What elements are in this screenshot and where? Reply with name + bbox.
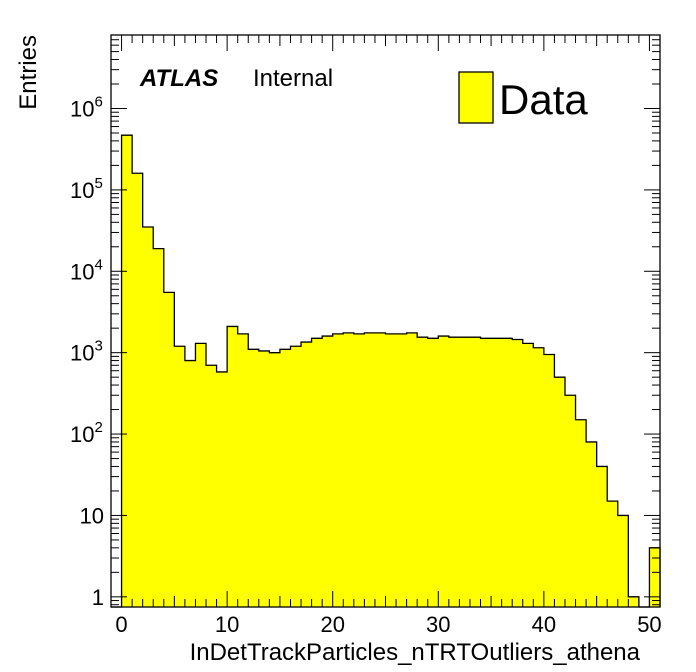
histogram-bar	[121, 135, 133, 607]
plot-frame	[110, 34, 661, 608]
y-tick-label: 104	[70, 256, 103, 284]
histogram-bar	[332, 333, 344, 607]
atlas-label: ATLAS	[139, 65, 218, 92]
histogram-bar	[575, 419, 587, 607]
histogram-bar	[459, 337, 471, 607]
histogram-bar	[343, 332, 355, 607]
histogram-bar	[596, 466, 608, 607]
histogram-bar	[174, 346, 186, 607]
histogram-bar	[364, 332, 376, 607]
histogram-bar	[617, 515, 629, 607]
x-tick-labels: 0 10 20 30 40 50	[115, 612, 661, 637]
histogram-bar	[279, 349, 291, 607]
histogram-bar	[543, 354, 555, 607]
histogram-bar	[353, 333, 365, 607]
histogram-bar	[564, 395, 576, 607]
histogram-bar	[533, 347, 545, 607]
y-tick-label: 105	[70, 175, 103, 203]
bars-group	[121, 135, 661, 608]
histogram-bar	[438, 336, 450, 607]
histogram-bar	[628, 596, 640, 607]
legend-label: Data	[499, 76, 588, 123]
x-tick-label: 50	[637, 612, 661, 637]
y-tick-label: 106	[70, 94, 103, 122]
y-tick-label: 102	[70, 419, 103, 447]
x-axis-title: InDetTrackParticles_nTRTOutliers_athena	[190, 639, 641, 666]
x-tick-label: 10	[215, 612, 239, 637]
histogram-bar	[522, 343, 534, 607]
histogram-bar	[374, 332, 386, 607]
histogram-bar	[607, 501, 619, 607]
histogram-bar	[216, 371, 228, 607]
histogram-bar	[206, 365, 217, 607]
histogram-bar	[142, 226, 154, 608]
y-tick-labels: 1 10 102 103 104 105 106	[70, 94, 104, 610]
histogram-bar	[322, 336, 334, 607]
histogram-bar	[491, 338, 503, 607]
histogram-bar	[554, 377, 566, 607]
histogram-bar	[512, 339, 524, 607]
histogram-bar	[269, 352, 281, 607]
histogram-bar	[469, 337, 481, 607]
x-tick-label: 20	[320, 612, 344, 637]
legend-swatch	[458, 71, 494, 124]
histogram-bar	[258, 350, 270, 607]
y-tick-label: 10	[80, 503, 104, 528]
x-tick-label: 0	[115, 612, 127, 637]
histogram-outline	[111, 134, 661, 608]
x-tick-label: 30	[426, 612, 450, 637]
histogram-bar	[132, 173, 144, 608]
histogram-bar	[427, 338, 439, 607]
histogram-bar	[237, 333, 249, 607]
internal-label: Internal	[253, 65, 333, 92]
histogram-bar	[290, 346, 302, 607]
histogram-bar	[480, 338, 492, 607]
histogram-bar	[448, 337, 460, 607]
histogram-bar	[501, 338, 513, 607]
histogram-bar	[195, 343, 207, 607]
histogram-bar	[311, 338, 323, 607]
histogram-bar	[184, 360, 196, 607]
y-tick-label: 1	[92, 585, 104, 610]
y-axis-title: Entries	[15, 35, 42, 110]
histogram-bar	[163, 292, 175, 607]
histogram-bar	[227, 326, 239, 607]
y-tick-label: 103	[70, 338, 103, 366]
histogram-bar	[248, 349, 260, 607]
histogram-bar	[385, 333, 397, 607]
histogram-bar	[417, 337, 429, 607]
histogram-bar	[396, 333, 408, 607]
axis-ticks	[111, 34, 660, 607]
histogram-bar	[649, 547, 661, 607]
histogram-bar	[301, 342, 312, 607]
histogram-bar	[586, 441, 598, 607]
x-tick-label: 40	[532, 612, 556, 637]
histogram-bar	[406, 332, 418, 607]
histogram-bar	[153, 248, 165, 608]
